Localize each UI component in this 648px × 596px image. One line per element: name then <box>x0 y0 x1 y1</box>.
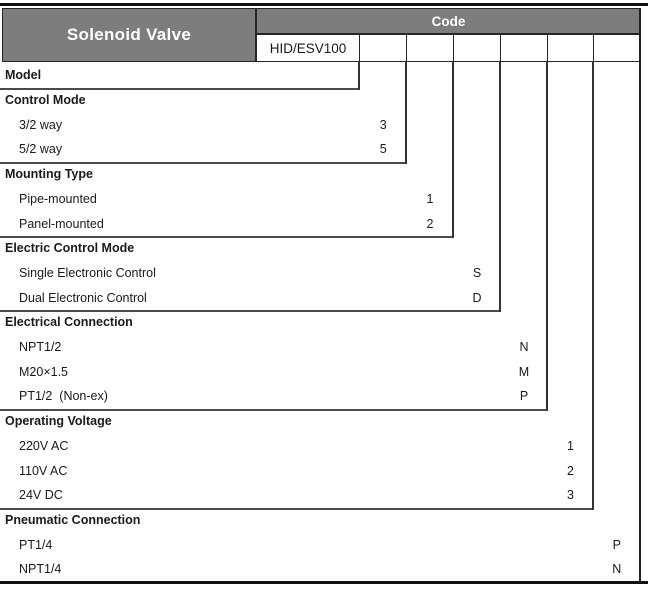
option-code: M <box>518 364 530 379</box>
code-column-line <box>545 62 548 411</box>
option-label: Single Electronic Control <box>19 265 156 280</box>
option-code: S <box>472 265 482 280</box>
option-row: 110V AC 2 <box>0 458 648 483</box>
option-row: Panel-mounted 2 <box>0 211 648 236</box>
option-row: PT1/2 (Non-ex) P <box>0 384 648 409</box>
option-label: NPT1/2 <box>19 340 62 355</box>
code-header-cell: Code <box>256 8 641 34</box>
option-row: 3/2 way 3 <box>0 112 648 137</box>
product-title-cell: Solenoid Valve <box>2 8 256 62</box>
option-row: Single Electronic Control S <box>0 261 648 286</box>
code-column-line <box>591 62 594 510</box>
empty-code-cell <box>500 35 547 61</box>
option-label: 24V DC <box>19 488 63 503</box>
option-code: 2 <box>567 463 574 478</box>
option-code: P <box>519 389 529 404</box>
section-row: Mounting Type <box>0 162 648 187</box>
option-label: 220V AC <box>19 438 69 453</box>
model-code-value: HID/ESV100 <box>269 40 347 56</box>
option-label: 110V AC <box>19 463 68 478</box>
section-underline <box>0 408 548 411</box>
right-border-line <box>638 8 641 584</box>
option-label: Panel-mounted <box>19 216 104 231</box>
option-code: P <box>612 537 621 552</box>
model-code-cell: HID/ESV100 <box>257 35 359 61</box>
code-header-label: Code <box>431 13 466 29</box>
code-column-line <box>498 62 501 312</box>
option-label: M20×1.5 <box>19 364 68 379</box>
option-row: 220V AC 1 <box>0 434 648 459</box>
option-code: N <box>519 340 529 355</box>
section-header: Electrical Connection <box>5 315 133 330</box>
section-underline <box>0 507 594 510</box>
section-header: Electric Control Mode <box>5 241 135 256</box>
section-row: Electrical Connection <box>0 310 648 335</box>
option-code: 1 <box>567 438 574 453</box>
option-code: 3 <box>567 488 574 503</box>
code-column-line <box>358 62 360 90</box>
section-header: Mounting Type <box>5 167 93 182</box>
section-underline <box>0 161 407 164</box>
section-header: Pneumatic Connection <box>5 512 141 527</box>
top-border-line <box>0 3 648 6</box>
section-row: Control Mode <box>0 88 648 113</box>
option-row: Pipe-mounted 1 <box>0 187 648 212</box>
section-underline <box>0 310 501 312</box>
empty-code-cell <box>593 35 640 61</box>
option-code: N <box>612 562 622 577</box>
empty-code-cell <box>453 35 500 61</box>
code-cells-row: HID/ESV100 <box>256 34 641 62</box>
option-row: 5/2 way 5 <box>0 137 648 162</box>
section-row: Operating Voltage <box>0 409 648 434</box>
option-row: M20×1.5 M <box>0 359 648 384</box>
option-row: PT1/4 P <box>0 532 648 557</box>
option-row: NPT1/2 N <box>0 335 648 360</box>
section-row: Electric Control Mode <box>0 236 648 261</box>
option-label: 5/2 way <box>19 142 63 157</box>
option-label: PT1/2 (Non-ex) <box>19 389 108 404</box>
code-column-line <box>404 62 407 164</box>
option-label: Pipe-mounted <box>19 191 97 206</box>
section-row: Model <box>0 63 648 88</box>
section-header: Operating Voltage <box>5 414 112 429</box>
option-label: Dual Electronic Control <box>19 290 147 305</box>
section-row: Pneumatic Connection <box>0 508 648 533</box>
empty-code-cell <box>359 35 406 61</box>
option-code: 5 <box>379 142 387 157</box>
option-code: 3 <box>379 117 387 132</box>
product-title: Solenoid Valve <box>66 25 192 44</box>
option-code: D <box>472 290 482 305</box>
section-underline <box>0 87 360 90</box>
bottom-border-line <box>0 581 648 584</box>
option-row: 24V DC 3 <box>0 483 648 508</box>
option-label: 3/2 way <box>19 117 63 132</box>
code-column-line <box>451 62 454 238</box>
option-row: NPT1/4 N <box>0 557 648 582</box>
option-code: 1 <box>426 191 434 206</box>
option-label: NPT1/4 <box>19 562 62 577</box>
empty-code-cell <box>547 35 593 61</box>
option-code: 2 <box>426 216 434 231</box>
empty-code-cell <box>406 35 453 61</box>
section-header: Model <box>5 68 42 83</box>
section-header: Control Mode <box>5 93 86 108</box>
option-label: PT1/4 <box>19 537 53 552</box>
section-underline <box>0 235 454 238</box>
option-row: Dual Electronic Control D <box>0 285 648 310</box>
